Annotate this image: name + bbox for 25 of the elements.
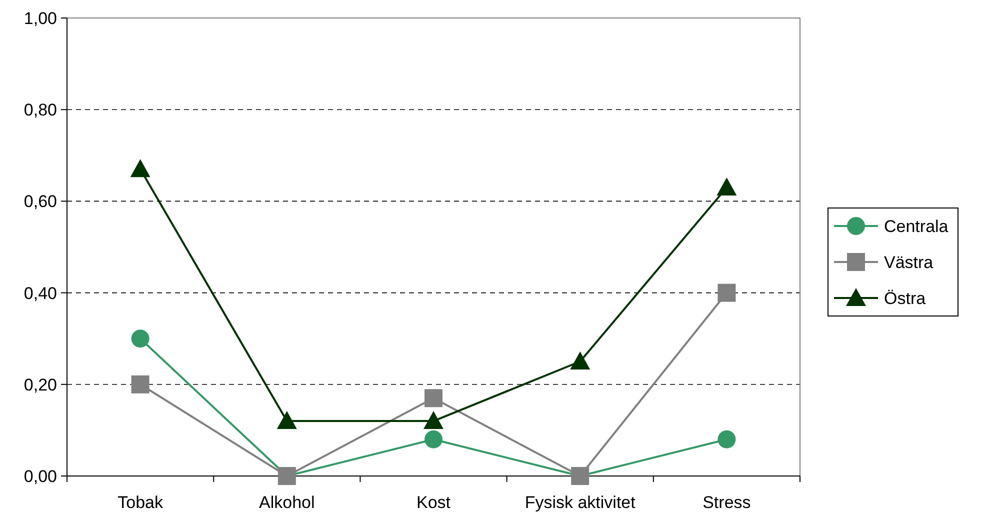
point xyxy=(424,411,444,430)
point xyxy=(130,159,150,178)
point xyxy=(716,177,737,196)
point xyxy=(718,430,736,448)
y-tick-label: 0,40 xyxy=(24,284,57,303)
point xyxy=(131,375,150,394)
legend-label: Östra xyxy=(884,288,926,308)
x-tick-label: Tobak xyxy=(118,493,164,512)
point xyxy=(424,430,442,448)
x-tick-label: Alkohol xyxy=(259,493,315,512)
point xyxy=(718,284,736,302)
x-tick-label: Fysisk aktivitet xyxy=(524,493,636,512)
point xyxy=(424,389,442,408)
y-tick-label: 0,80 xyxy=(24,100,57,120)
point xyxy=(276,411,297,430)
y-tick-label: 0,00 xyxy=(24,466,57,486)
point xyxy=(131,330,150,348)
y-tick-label: 1,00 xyxy=(24,8,57,28)
legend-label: Centrala xyxy=(884,216,949,236)
x-tick-label: Kost xyxy=(416,493,451,512)
point xyxy=(570,352,590,370)
y-tick-label: 0,60 xyxy=(24,192,57,212)
legend-label: Västra xyxy=(884,252,934,272)
y-tick-label: 0,20 xyxy=(24,375,57,394)
x-tick-label: Stress xyxy=(702,493,751,512)
